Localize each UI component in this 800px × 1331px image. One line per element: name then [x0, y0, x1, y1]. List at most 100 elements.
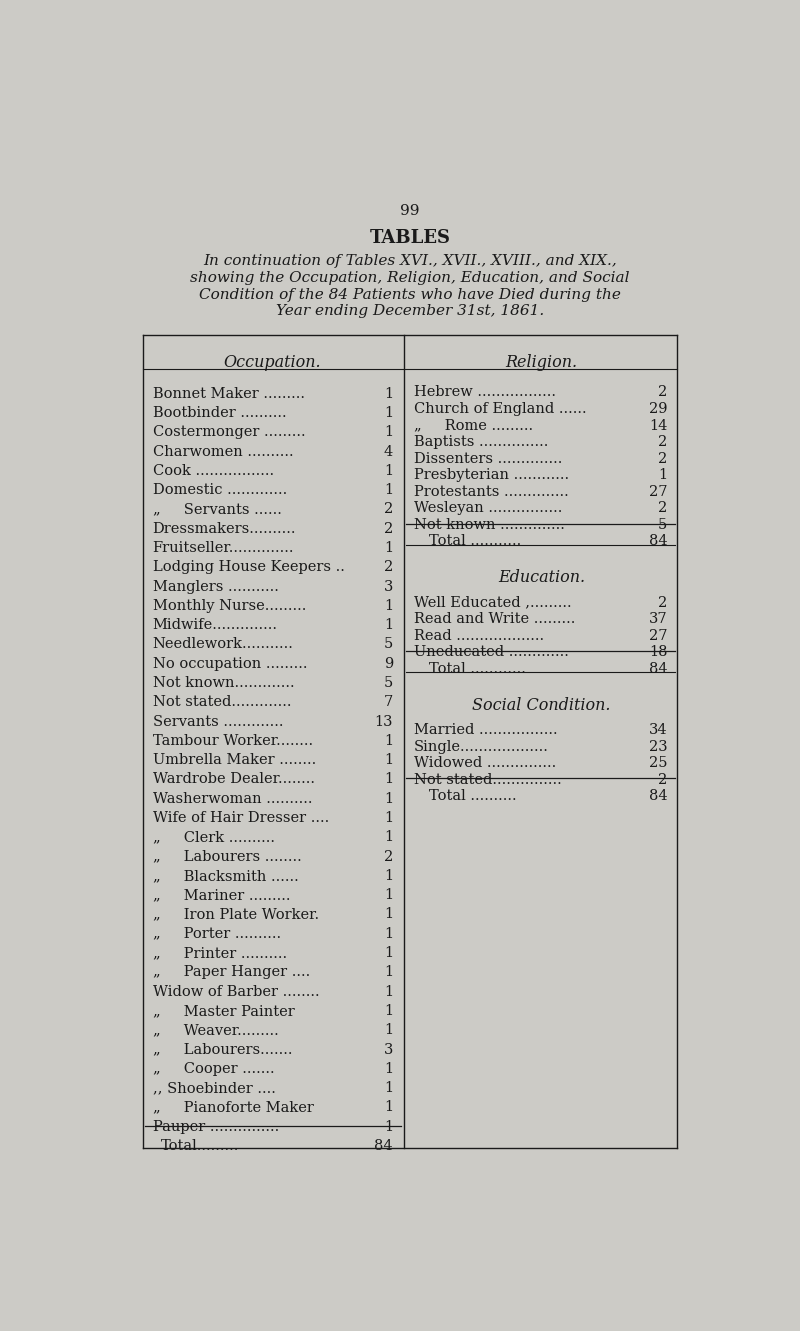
Text: 1: 1 [384, 753, 393, 767]
Text: Umbrella Maker ........: Umbrella Maker ........ [153, 753, 316, 767]
Text: 2: 2 [658, 502, 667, 515]
Text: 2: 2 [658, 773, 667, 787]
Text: Wesleyan ................: Wesleyan ................ [414, 502, 562, 515]
Text: 5: 5 [384, 638, 393, 651]
Text: Read ...................: Read ................... [414, 628, 544, 643]
Text: „     Printer ..........: „ Printer .......... [153, 946, 287, 960]
Text: „     Labourers ........: „ Labourers ........ [153, 849, 302, 864]
Text: Single...................: Single................... [414, 740, 549, 753]
Text: Pauper ...............: Pauper ............... [153, 1119, 279, 1134]
Text: 2: 2 [658, 435, 667, 449]
Text: 1: 1 [384, 406, 393, 421]
Text: Condition of the 84 Patients who have Died during the: Condition of the 84 Patients who have Di… [199, 287, 621, 302]
Text: „     Cooper .......: „ Cooper ....... [153, 1062, 274, 1075]
Text: 5: 5 [384, 676, 393, 689]
Text: 2: 2 [658, 596, 667, 610]
Text: 84: 84 [649, 535, 667, 548]
Text: 1: 1 [384, 946, 393, 960]
Text: 2: 2 [658, 386, 667, 399]
Text: Widow of Barber ........: Widow of Barber ........ [153, 985, 319, 998]
Text: „     Paper Hanger ....: „ Paper Hanger .... [153, 965, 310, 980]
Text: Domestic .............: Domestic ............. [153, 483, 287, 498]
Text: 34: 34 [649, 723, 667, 737]
Text: Uneducated .............: Uneducated ............. [414, 646, 569, 659]
Text: 7: 7 [384, 695, 393, 709]
Text: 18: 18 [649, 646, 667, 659]
Text: „     Master Painter: „ Master Painter [153, 1004, 294, 1018]
Text: 1: 1 [384, 1024, 393, 1037]
Text: 13: 13 [374, 715, 393, 728]
Text: 23: 23 [649, 740, 667, 753]
Text: „     Weaver.........: „ Weaver......... [153, 1024, 278, 1037]
Text: Total ............: Total ............ [430, 662, 526, 676]
Text: Bootbinder ..........: Bootbinder .......... [153, 406, 286, 421]
Text: 1: 1 [384, 618, 393, 632]
Text: 1: 1 [384, 965, 393, 980]
Text: Well Educated ,.........: Well Educated ,......... [414, 596, 571, 610]
Text: 1: 1 [384, 908, 393, 921]
Text: 1: 1 [384, 869, 393, 882]
Text: 14: 14 [649, 418, 667, 433]
Text: 3: 3 [383, 579, 393, 594]
Text: Total ..........: Total .......... [430, 789, 517, 804]
Text: Needlework...........: Needlework........... [153, 638, 294, 651]
Text: Presbyterian ............: Presbyterian ............ [414, 469, 569, 482]
Text: Dressmakers..........: Dressmakers.......... [153, 522, 296, 535]
Text: 1: 1 [384, 465, 393, 478]
Text: „     Clerk ..........: „ Clerk .......... [153, 831, 274, 844]
Text: Dissenters ..............: Dissenters .............. [414, 451, 562, 466]
Text: 84: 84 [374, 1139, 393, 1153]
Text: Not stated...............: Not stated............... [414, 773, 562, 787]
Text: Costermonger .........: Costermonger ......... [153, 426, 306, 439]
Text: 1: 1 [384, 426, 393, 439]
Text: 1: 1 [384, 985, 393, 998]
Text: 1: 1 [384, 792, 393, 805]
Text: 1: 1 [384, 1101, 393, 1114]
Text: „     Iron Plate Worker.: „ Iron Plate Worker. [153, 908, 319, 921]
Text: Bonnet Maker .........: Bonnet Maker ......... [153, 387, 305, 401]
Text: „     Pianoforte Maker: „ Pianoforte Maker [153, 1101, 314, 1114]
Text: Religion.: Religion. [506, 354, 578, 371]
Text: 25: 25 [649, 756, 667, 771]
Text: Married .................: Married ................. [414, 723, 558, 737]
Text: Hebrew .................: Hebrew ................. [414, 386, 556, 399]
Text: Widowed ...............: Widowed ............... [414, 756, 556, 771]
Text: Tambour Worker........: Tambour Worker........ [153, 733, 313, 748]
Text: 1: 1 [384, 811, 393, 825]
Text: Lodging House Keepers ..: Lodging House Keepers .. [153, 560, 345, 574]
Text: TABLES: TABLES [370, 229, 450, 248]
Text: No occupation .........: No occupation ......... [153, 656, 307, 671]
Text: Social Condition.: Social Condition. [473, 697, 611, 713]
Text: „     Mariner .........: „ Mariner ......... [153, 888, 290, 902]
Text: Total.........: Total......... [161, 1139, 239, 1153]
Text: In continuation of Tables XVI., XVII., XVIII., and XIX.,: In continuation of Tables XVI., XVII., X… [203, 254, 617, 268]
Text: 37: 37 [649, 612, 667, 626]
Text: Cook .................: Cook ................. [153, 465, 274, 478]
Text: 1: 1 [384, 1119, 393, 1134]
Text: 1: 1 [384, 1081, 393, 1095]
Text: Wardrobe Dealer........: Wardrobe Dealer........ [153, 772, 314, 787]
Text: 84: 84 [649, 662, 667, 676]
Text: 99: 99 [400, 205, 420, 218]
Text: Manglers ...........: Manglers ........... [153, 579, 278, 594]
Text: 27: 27 [649, 628, 667, 643]
Text: Midwife..............: Midwife.............. [153, 618, 278, 632]
Text: 1: 1 [384, 483, 393, 498]
Text: Monthly Nurse.........: Monthly Nurse......... [153, 599, 306, 612]
Text: 2: 2 [384, 849, 393, 864]
Text: 3: 3 [383, 1042, 393, 1057]
Text: 5: 5 [658, 518, 667, 532]
Text: 1: 1 [384, 772, 393, 787]
Text: 2: 2 [384, 560, 393, 574]
Text: 1: 1 [384, 1004, 393, 1018]
Text: „     Porter ..........: „ Porter .......... [153, 926, 281, 941]
Text: Baptists ...............: Baptists ............... [414, 435, 548, 449]
Text: „     Labourers.......: „ Labourers....... [153, 1042, 292, 1057]
Text: 1: 1 [384, 831, 393, 844]
Text: 9: 9 [384, 656, 393, 671]
Text: 1: 1 [384, 888, 393, 902]
Text: Charwomen ..........: Charwomen .......... [153, 445, 294, 459]
Text: Not known ..............: Not known .............. [414, 518, 565, 532]
Text: „     Blacksmith ......: „ Blacksmith ...... [153, 869, 298, 882]
Text: 4: 4 [384, 445, 393, 459]
